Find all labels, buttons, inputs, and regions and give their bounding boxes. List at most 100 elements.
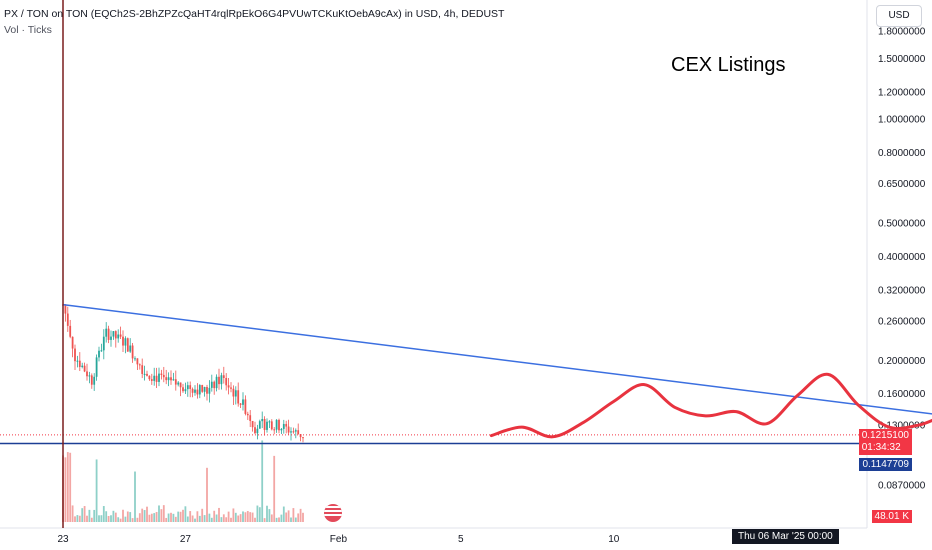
y-tick-label-1: 1.5000000 — [878, 54, 926, 65]
candle-body — [256, 428, 259, 434]
horizontal-level-tag: 0.1147709 — [859, 458, 912, 471]
x-tick-label-1: 27 — [180, 534, 192, 545]
candle-body — [122, 336, 124, 346]
candle-body — [98, 350, 100, 358]
candle-body — [148, 375, 151, 380]
volume-bar — [148, 514, 151, 522]
candle-body — [150, 379, 153, 381]
volume-bar — [194, 518, 196, 522]
y-tick-label-4: 0.8000000 — [878, 148, 926, 159]
candle-body — [196, 389, 199, 395]
candle-body — [191, 388, 194, 393]
y-tick-label-6: 0.5000000 — [878, 218, 926, 229]
candle-body — [100, 350, 103, 352]
volume-bar — [105, 511, 108, 522]
y-tick-label-9: 0.2600000 — [878, 316, 926, 327]
volume-bar — [218, 507, 220, 522]
candle-body — [76, 360, 79, 362]
candle-body — [71, 336, 74, 349]
candle-body — [302, 437, 304, 439]
volume-bar — [143, 510, 146, 522]
candle-body — [246, 413, 249, 416]
volume-bar — [126, 511, 129, 522]
candle-body — [146, 373, 148, 376]
volume-bar — [201, 508, 204, 522]
volume-bar — [129, 512, 132, 522]
volume-bar — [254, 517, 256, 522]
candle-body — [134, 358, 136, 360]
volume-bar — [83, 506, 86, 522]
volume-bar — [292, 508, 295, 522]
volume-bar — [273, 455, 276, 522]
volume-bar — [69, 452, 72, 522]
candle-body — [258, 421, 261, 429]
volume-bar — [119, 518, 122, 522]
volume-bar — [280, 514, 283, 522]
volume-bar — [203, 515, 206, 522]
candle-body — [107, 328, 110, 340]
candle-body — [232, 388, 235, 397]
candle-body — [242, 399, 244, 405]
volume-bar — [74, 516, 76, 522]
volume-bar — [302, 512, 304, 522]
candle-body — [184, 389, 187, 392]
volume-bar — [172, 513, 175, 522]
candle-body — [287, 426, 290, 433]
volume-bar — [198, 515, 201, 522]
candle-body — [90, 375, 93, 385]
candle-body — [294, 430, 297, 432]
candle-body — [270, 421, 273, 430]
candle-body — [126, 338, 129, 352]
candle-body — [93, 376, 96, 385]
volume-bar — [141, 508, 144, 522]
volume-bar — [150, 513, 153, 522]
candle-body — [129, 345, 132, 352]
candle-body — [172, 379, 175, 381]
indicator-legend[interactable]: Vol · Ticks — [4, 24, 52, 36]
candle-body — [218, 376, 220, 385]
volume-bar — [76, 515, 79, 522]
candle-body — [114, 331, 117, 339]
currency-button[interactable]: USD — [876, 5, 922, 27]
candle-body — [273, 429, 276, 431]
volume-bar — [275, 517, 278, 522]
volume-bar — [244, 512, 247, 522]
candle-body — [220, 375, 223, 385]
candle-body — [186, 385, 189, 390]
candle-body — [155, 375, 158, 382]
candle-body — [222, 375, 225, 379]
volume-bar — [234, 512, 237, 522]
candle-body — [158, 373, 160, 382]
candle-body — [83, 365, 86, 372]
candle-body — [239, 403, 242, 405]
volume-bar — [263, 518, 266, 522]
volume-bar — [256, 505, 259, 522]
volume-bar — [179, 511, 182, 522]
volume-bar — [182, 509, 184, 522]
candle-body — [124, 338, 127, 346]
volume-bar — [278, 517, 280, 522]
volume-bar — [213, 510, 216, 522]
volume-bar — [81, 508, 84, 522]
x-tick-label-2: Feb — [330, 534, 348, 545]
volume-bar — [222, 514, 225, 522]
volume-bar — [167, 513, 170, 522]
volume-bar — [191, 515, 194, 522]
candle-body — [160, 373, 163, 375]
candle-body — [280, 428, 283, 431]
candle-body — [268, 421, 271, 423]
candle-body — [162, 374, 165, 378]
candle-body — [297, 430, 300, 435]
candle-body — [292, 431, 295, 433]
volume-bar — [158, 505, 160, 522]
volume-bar — [261, 440, 264, 522]
volume-bar — [206, 467, 208, 522]
volume-bar — [208, 513, 211, 522]
volume-bar — [270, 514, 273, 522]
candle-body — [95, 357, 98, 377]
volume-bar — [66, 452, 69, 522]
candle-body — [69, 325, 72, 337]
x-tick-label-4: 10 — [608, 534, 620, 545]
us-flag-event-icon[interactable] — [323, 503, 343, 523]
